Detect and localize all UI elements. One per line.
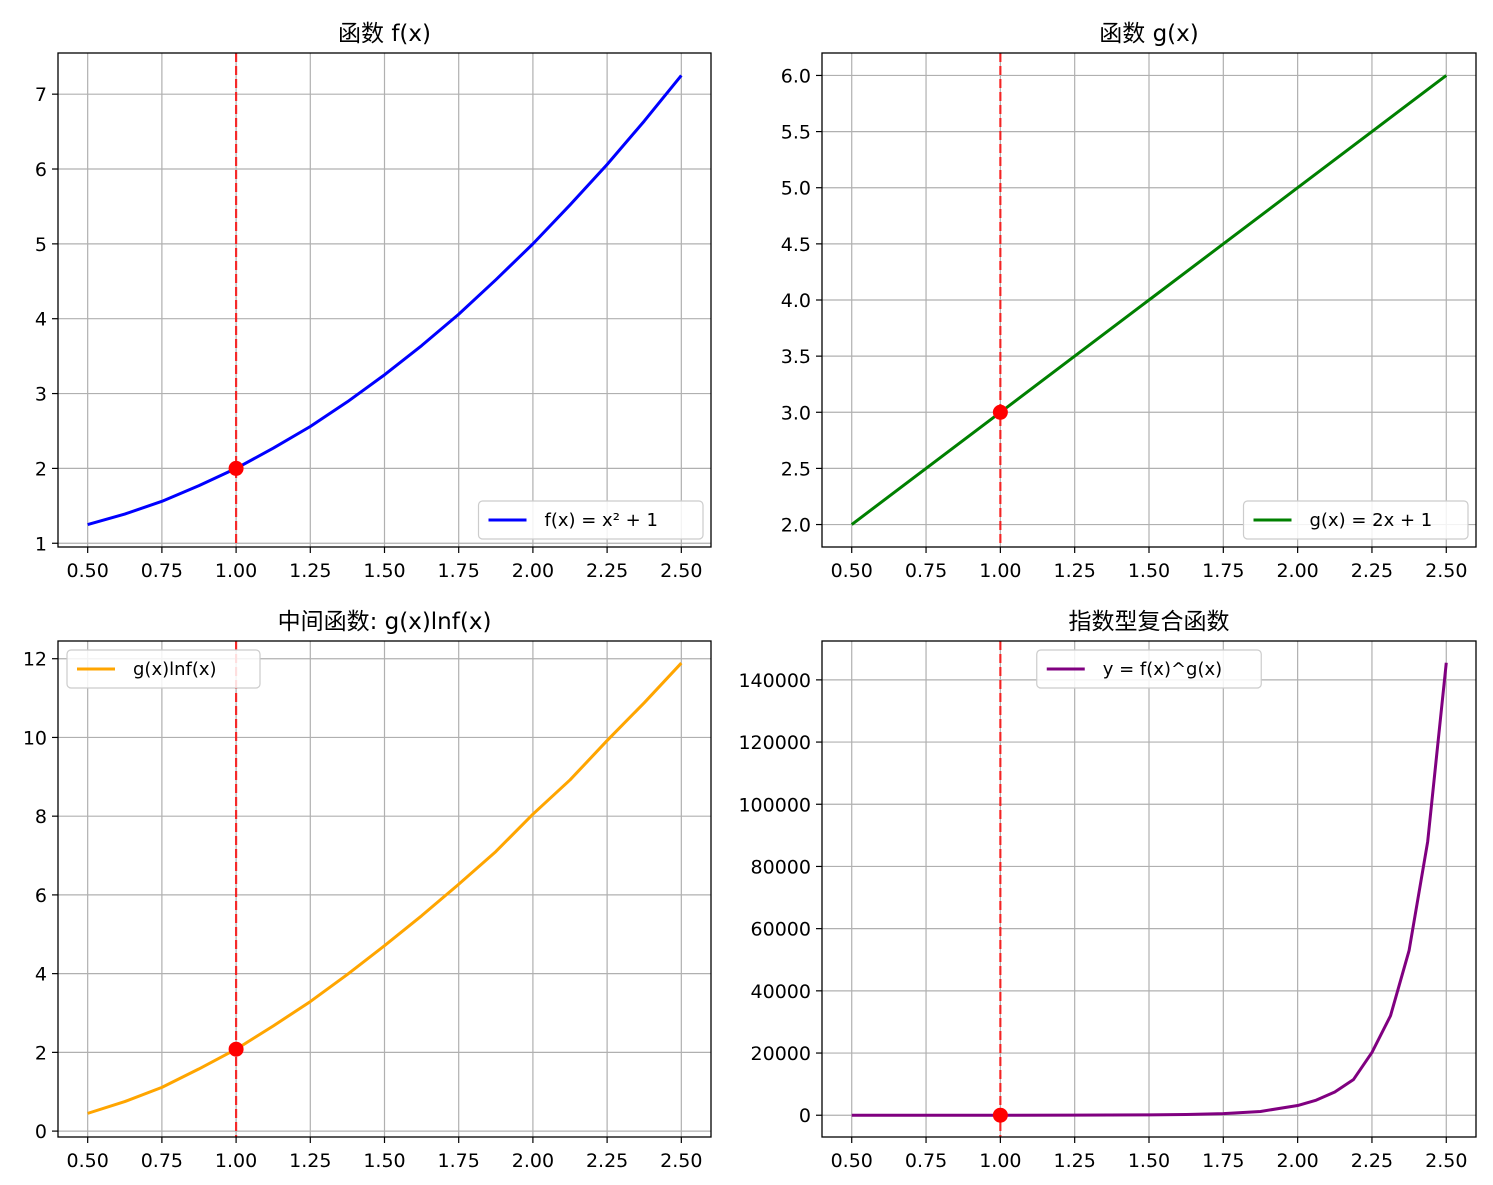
x-tick-label: 1.50 bbox=[1128, 560, 1170, 582]
legend-box bbox=[1036, 649, 1262, 689]
subplot-f: 0.50 0.75 1.00 1.25 1.50 1.75 2.00 2.25 2.50 1 2 3 4… bbox=[35, 21, 712, 582]
y-tick-label: 100000 bbox=[738, 794, 811, 816]
x-tick-label: 1.00 bbox=[979, 560, 1021, 582]
legend-label: y = f(x)^g(x) bbox=[1103, 659, 1222, 680]
y-tick-label: 3.0 bbox=[781, 402, 811, 424]
x-tick-label: 2.00 bbox=[512, 1150, 554, 1172]
chart-title: 函数 f(x) bbox=[338, 21, 431, 47]
y-tick-label: 2 bbox=[35, 1042, 47, 1064]
x-tick-label: 2.50 bbox=[660, 1150, 702, 1172]
y-tick-label: 2.0 bbox=[781, 515, 811, 537]
x-tick-label: 0.75 bbox=[905, 560, 947, 582]
y-tick-label: 2.5 bbox=[781, 458, 811, 480]
highlight-point bbox=[228, 1041, 244, 1057]
series-line bbox=[87, 662, 683, 1115]
series-line bbox=[851, 662, 1448, 1117]
y-tick-label: 3.5 bbox=[781, 346, 811, 368]
y-tick-label: 60000 bbox=[751, 919, 811, 941]
x-tick-label: 2.25 bbox=[586, 560, 628, 582]
legend: g(x) = 2x + 1 bbox=[1242, 500, 1469, 540]
x-tick-label: 0.50 bbox=[67, 1150, 109, 1172]
y-tick-label: 6 bbox=[35, 885, 47, 907]
x-tick-label: 0.75 bbox=[141, 1150, 183, 1172]
x-tick-label: 2.50 bbox=[1425, 560, 1467, 582]
y-tick-label: 0 bbox=[799, 1105, 811, 1127]
highlight-point bbox=[992, 1107, 1008, 1123]
x-tick-label: 0.50 bbox=[67, 560, 109, 582]
y-tick-label: 8 bbox=[35, 806, 47, 828]
x-tick-label: 2.00 bbox=[512, 560, 554, 582]
subplot-intermediate: 0.50 0.75 1.00 1.25 1.50 1.75 2.00 2.25 2.50 0 2 4 6… bbox=[23, 609, 712, 1172]
y-tick-label: 4.5 bbox=[781, 234, 811, 256]
highlight-point bbox=[992, 404, 1008, 420]
x-tick-label: 2.50 bbox=[1425, 1150, 1467, 1172]
y-tick-label: 7 bbox=[35, 84, 47, 106]
highlight-point bbox=[228, 460, 244, 476]
x-tick-label: 1.00 bbox=[979, 1150, 1021, 1172]
x-tick-label: 0.50 bbox=[831, 1150, 873, 1172]
y-tick-label: 6 bbox=[35, 159, 47, 181]
x-tick-label: 1.25 bbox=[1054, 1150, 1096, 1172]
y-tick-label: 140000 bbox=[738, 670, 811, 692]
y-tick-label: 5.5 bbox=[781, 122, 811, 144]
x-tick-label: 0.75 bbox=[905, 1150, 947, 1172]
chart-title: 函数 g(x) bbox=[1099, 21, 1198, 47]
x-tick-label: 2.50 bbox=[660, 560, 702, 582]
x-tick-label: 0.75 bbox=[141, 560, 183, 582]
y-tick-label: 5.0 bbox=[781, 178, 811, 200]
legend-box bbox=[1242, 500, 1469, 540]
y-tick-label: 120000 bbox=[738, 732, 811, 754]
y-tick-label: 10 bbox=[23, 727, 47, 749]
y-tick-label: 80000 bbox=[751, 856, 811, 878]
legend-label: f(x) = x² + 1 bbox=[545, 510, 658, 531]
series-line bbox=[850, 74, 1448, 526]
y-tick-label: 3 bbox=[35, 384, 47, 406]
y-tick-label: 4.0 bbox=[781, 290, 811, 312]
x-tick-label: 1.75 bbox=[438, 1150, 480, 1172]
x-tick-label: 2.00 bbox=[1276, 1150, 1318, 1172]
y-tick-label: 20000 bbox=[751, 1043, 811, 1065]
chart-title: 中间函数: g(x)lnf(x) bbox=[278, 609, 492, 635]
y-tick-label: 1 bbox=[35, 533, 47, 555]
legend-label: g(x)lnf(x) bbox=[133, 659, 217, 680]
legend: g(x)lnf(x) bbox=[66, 649, 261, 689]
x-tick-label: 1.75 bbox=[438, 560, 480, 582]
y-tick-label: 2 bbox=[35, 458, 47, 480]
x-tick-label: 2.25 bbox=[1351, 1150, 1393, 1172]
x-tick-label: 1.75 bbox=[1202, 560, 1244, 582]
x-tick-label: 1.25 bbox=[289, 1150, 331, 1172]
subplot-g: 0.50 0.75 1.00 1.25 1.50 1.75 2.00 2.25 2.50 2.0 2… bbox=[781, 21, 1477, 582]
subplot-composite: 0.50 0.75 1.00 1.25 1.50 1.75 2.00 2.25 2.50 0 200… bbox=[738, 609, 1477, 1172]
legend: f(x) = x² + 1 bbox=[477, 500, 704, 540]
x-tick-label: 1.50 bbox=[363, 1150, 405, 1172]
legend-box bbox=[66, 649, 261, 689]
x-tick-label: 1.50 bbox=[1128, 1150, 1170, 1172]
x-tick-label: 2.25 bbox=[1351, 560, 1393, 582]
y-tick-label: 5 bbox=[35, 234, 47, 256]
y-tick-label: 12 bbox=[23, 649, 47, 671]
series-line bbox=[87, 74, 683, 526]
x-tick-label: 0.50 bbox=[831, 560, 873, 582]
y-tick-label: 4 bbox=[35, 309, 47, 331]
x-tick-label: 1.75 bbox=[1202, 1150, 1244, 1172]
x-tick-label: 1.00 bbox=[215, 1150, 257, 1172]
y-tick-label: 4 bbox=[35, 964, 47, 986]
legend-box bbox=[477, 500, 704, 540]
x-tick-label: 1.25 bbox=[289, 560, 331, 582]
x-tick-label: 2.25 bbox=[586, 1150, 628, 1172]
x-tick-label: 2.00 bbox=[1276, 560, 1318, 582]
x-tick-label: 1.50 bbox=[363, 560, 405, 582]
legend-label: g(x) = 2x + 1 bbox=[1310, 510, 1433, 531]
y-tick-label: 40000 bbox=[751, 981, 811, 1003]
chart-title: 指数型复合函数 bbox=[1069, 609, 1230, 635]
x-tick-label: 1.00 bbox=[215, 560, 257, 582]
x-tick-label: 1.25 bbox=[1054, 560, 1096, 582]
y-tick-label: 0 bbox=[35, 1121, 47, 1143]
y-tick-label: 6.0 bbox=[781, 65, 811, 87]
legend: y = f(x)^g(x) bbox=[1036, 649, 1262, 689]
